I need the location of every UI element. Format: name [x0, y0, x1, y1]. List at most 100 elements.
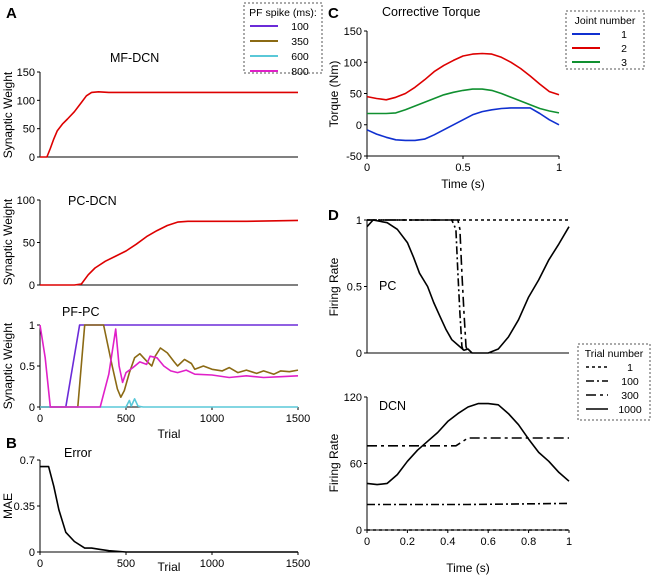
legend-box	[577, 343, 651, 421]
legend-box	[243, 2, 323, 74]
x-tick-label: 500	[117, 413, 135, 425]
chart-title: MF-DCN	[110, 51, 159, 65]
y-tick-label: 1	[29, 320, 35, 332]
legend-label: 1000	[618, 404, 642, 416]
y-tick-label: 0	[356, 348, 362, 360]
y-axis-label: Synaptic Weight	[1, 322, 15, 409]
x-tick-label: 0	[364, 536, 370, 548]
legend-label: 3	[621, 57, 627, 69]
chart-pc-dcn: 0 50 100 PC-DCN Synaptic Weight	[1, 194, 299, 292]
chart-pc-firing-rate: 0 0.5 1 PC Firing Rate	[327, 215, 570, 360]
x-tick-label: 0.8	[521, 536, 536, 548]
series-line-error	[40, 465, 298, 553]
x-axis-label: Trial	[158, 560, 181, 574]
chart-title: PF-PC	[62, 305, 100, 319]
legend-title: Joint number	[575, 15, 636, 27]
y-tick-label: 100	[344, 57, 362, 69]
series-line-weight	[40, 91, 298, 158]
y-axis-label: MAE	[1, 493, 15, 519]
y-tick-label: 150	[17, 67, 35, 79]
chart-title: PC	[379, 279, 396, 293]
legend-label: 600	[291, 51, 309, 63]
chart-title: DCN	[379, 399, 406, 413]
series-line-1	[366, 107, 560, 142]
chart-title: Error	[64, 446, 92, 460]
chart-dcn-firing-rate: 0 60 120 0 0.2 0.4 0.6 0.8 1 DCN Firing Rate Time (…	[327, 392, 572, 575]
series-line-3	[367, 88, 560, 115]
legend-label: 1	[621, 29, 627, 41]
series-line-600	[40, 398, 298, 408]
x-axis-label: Time (s)	[446, 561, 490, 575]
y-tick-label: 50	[23, 124, 35, 136]
series-line-800	[39, 324, 299, 408]
x-tick-label: 0	[37, 558, 43, 570]
y-tick-label: 0	[29, 152, 35, 164]
chart-title: PC-DCN	[68, 194, 117, 208]
legend-trial-number: Trial number 1 100 300 1000	[577, 343, 651, 421]
y-tick-label: 100	[17, 95, 35, 107]
y-tick-label: -50	[346, 151, 362, 163]
x-tick-label: 0.5	[455, 162, 470, 174]
x-tick-label: 1500	[286, 558, 310, 570]
x-tick-label: 0.4	[440, 536, 455, 548]
legend-label: 800	[291, 66, 309, 78]
y-axis-label: Firing Rate	[327, 433, 341, 492]
panel-label-c: C	[328, 5, 339, 22]
legend-label: 300	[621, 390, 639, 402]
y-tick-label: 0.5	[20, 361, 35, 373]
y-tick-label: 0.35	[14, 501, 35, 513]
y-tick-label: 0.7	[20, 455, 35, 467]
y-tick-label: 50	[23, 238, 35, 250]
y-tick-label: 0	[29, 402, 35, 414]
y-axis-label: Torque (Nm)	[327, 61, 341, 128]
x-tick-label: 0.6	[481, 536, 496, 548]
x-tick-label: 1000	[200, 413, 224, 425]
y-tick-label: 1	[356, 215, 362, 227]
series-line-2	[366, 52, 560, 101]
panel-label-a: A	[6, 5, 17, 22]
x-tick-label: 1500	[286, 413, 310, 425]
y-tick-label: 50	[350, 89, 362, 101]
series-line-300	[367, 437, 569, 447]
series-line-1000	[366, 219, 570, 354]
series-line-100	[367, 502, 570, 506]
legend-label: 1	[627, 362, 633, 374]
panel-label-b: B	[6, 435, 17, 452]
legend-joint-number: Joint number 1 2 3	[565, 10, 645, 70]
chart-mf-dcn: 0 50 100 150 MF-DCN Synaptic Weight	[1, 51, 298, 164]
y-tick-label: 0	[29, 280, 35, 292]
y-tick-label: 100	[17, 195, 35, 207]
x-axis-label: Trial	[158, 427, 181, 441]
x-tick-label: 1000	[200, 558, 224, 570]
y-tick-label: 0	[29, 547, 35, 559]
y-tick-label: 0	[356, 120, 362, 132]
legend-pf-spike: PF spike (ms): 100 350 600 800	[243, 2, 323, 78]
series-line-100	[367, 219, 465, 354]
y-tick-label: 150	[344, 26, 362, 38]
legend-title: Trial number	[585, 348, 644, 360]
y-tick-label: 60	[350, 459, 362, 471]
y-axis-label: Firing Rate	[327, 257, 341, 316]
series-line-300	[367, 219, 469, 354]
panel-label-d: D	[328, 207, 339, 224]
y-axis-label: Synaptic Weight	[1, 71, 15, 158]
x-tick-label: 1	[566, 536, 572, 548]
series-line-350	[40, 324, 299, 408]
legend-label: 100	[621, 376, 639, 388]
legend-title: PF spike (ms):	[249, 7, 317, 19]
legend-label: 100	[291, 21, 309, 33]
series-line-1000	[366, 402, 570, 486]
x-tick-label: 0.2	[400, 536, 415, 548]
legend-box	[565, 10, 645, 70]
chart-pf-pc: 0 0.5 1 0 500 1000 1500 PF-PC Synaptic Weight Tri…	[1, 305, 310, 441]
series-line-weight	[40, 219, 299, 286]
y-tick-label: 0	[356, 525, 362, 537]
y-tick-label: 0.5	[347, 282, 362, 294]
y-tick-label: 120	[344, 392, 362, 404]
x-tick-label: 0	[364, 162, 370, 174]
legend-label: 2	[621, 43, 627, 55]
chart-title: Corrective Torque	[382, 5, 480, 19]
y-axis-label: Synaptic Weight	[1, 198, 15, 285]
